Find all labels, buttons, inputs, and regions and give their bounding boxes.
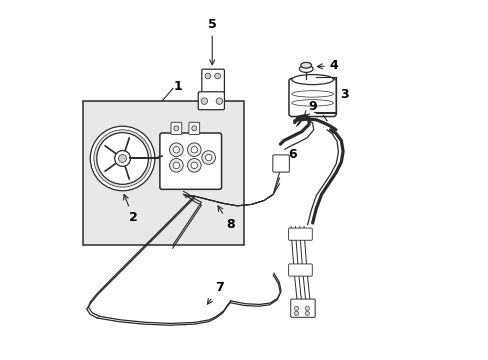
Text: 1: 1 bbox=[173, 80, 182, 93]
Circle shape bbox=[169, 158, 183, 172]
Text: 2: 2 bbox=[123, 194, 138, 224]
Circle shape bbox=[205, 154, 211, 161]
Ellipse shape bbox=[299, 65, 312, 72]
Circle shape bbox=[201, 98, 207, 104]
FancyBboxPatch shape bbox=[288, 78, 336, 117]
Circle shape bbox=[187, 158, 201, 172]
Circle shape bbox=[174, 126, 179, 131]
Text: 7: 7 bbox=[207, 281, 224, 304]
FancyBboxPatch shape bbox=[290, 299, 314, 318]
Circle shape bbox=[191, 126, 196, 131]
Circle shape bbox=[214, 73, 220, 79]
Circle shape bbox=[191, 162, 197, 168]
Circle shape bbox=[305, 311, 309, 316]
Circle shape bbox=[97, 133, 148, 184]
Circle shape bbox=[115, 150, 130, 166]
Circle shape bbox=[294, 306, 298, 311]
Circle shape bbox=[202, 151, 215, 165]
Circle shape bbox=[305, 306, 309, 311]
Circle shape bbox=[216, 98, 222, 104]
Circle shape bbox=[191, 147, 197, 153]
Bar bbox=[83, 101, 244, 244]
Ellipse shape bbox=[291, 75, 333, 85]
FancyBboxPatch shape bbox=[198, 92, 224, 110]
FancyBboxPatch shape bbox=[171, 122, 182, 134]
FancyBboxPatch shape bbox=[288, 264, 312, 276]
FancyBboxPatch shape bbox=[188, 122, 199, 134]
Text: 5: 5 bbox=[207, 18, 216, 65]
Text: 4: 4 bbox=[317, 59, 338, 72]
Circle shape bbox=[90, 126, 155, 191]
Text: 6: 6 bbox=[283, 148, 297, 161]
FancyBboxPatch shape bbox=[272, 155, 289, 172]
FancyBboxPatch shape bbox=[202, 69, 224, 95]
Circle shape bbox=[169, 143, 183, 157]
Circle shape bbox=[173, 162, 179, 168]
FancyBboxPatch shape bbox=[288, 228, 312, 240]
Text: 8: 8 bbox=[218, 206, 234, 231]
Circle shape bbox=[94, 130, 151, 187]
Circle shape bbox=[187, 143, 201, 157]
FancyBboxPatch shape bbox=[160, 133, 221, 189]
Text: 3: 3 bbox=[340, 88, 348, 101]
Ellipse shape bbox=[300, 62, 311, 68]
Text: 9: 9 bbox=[303, 100, 316, 117]
Circle shape bbox=[119, 154, 126, 162]
Circle shape bbox=[173, 147, 179, 153]
Circle shape bbox=[204, 73, 210, 79]
Circle shape bbox=[294, 311, 298, 316]
